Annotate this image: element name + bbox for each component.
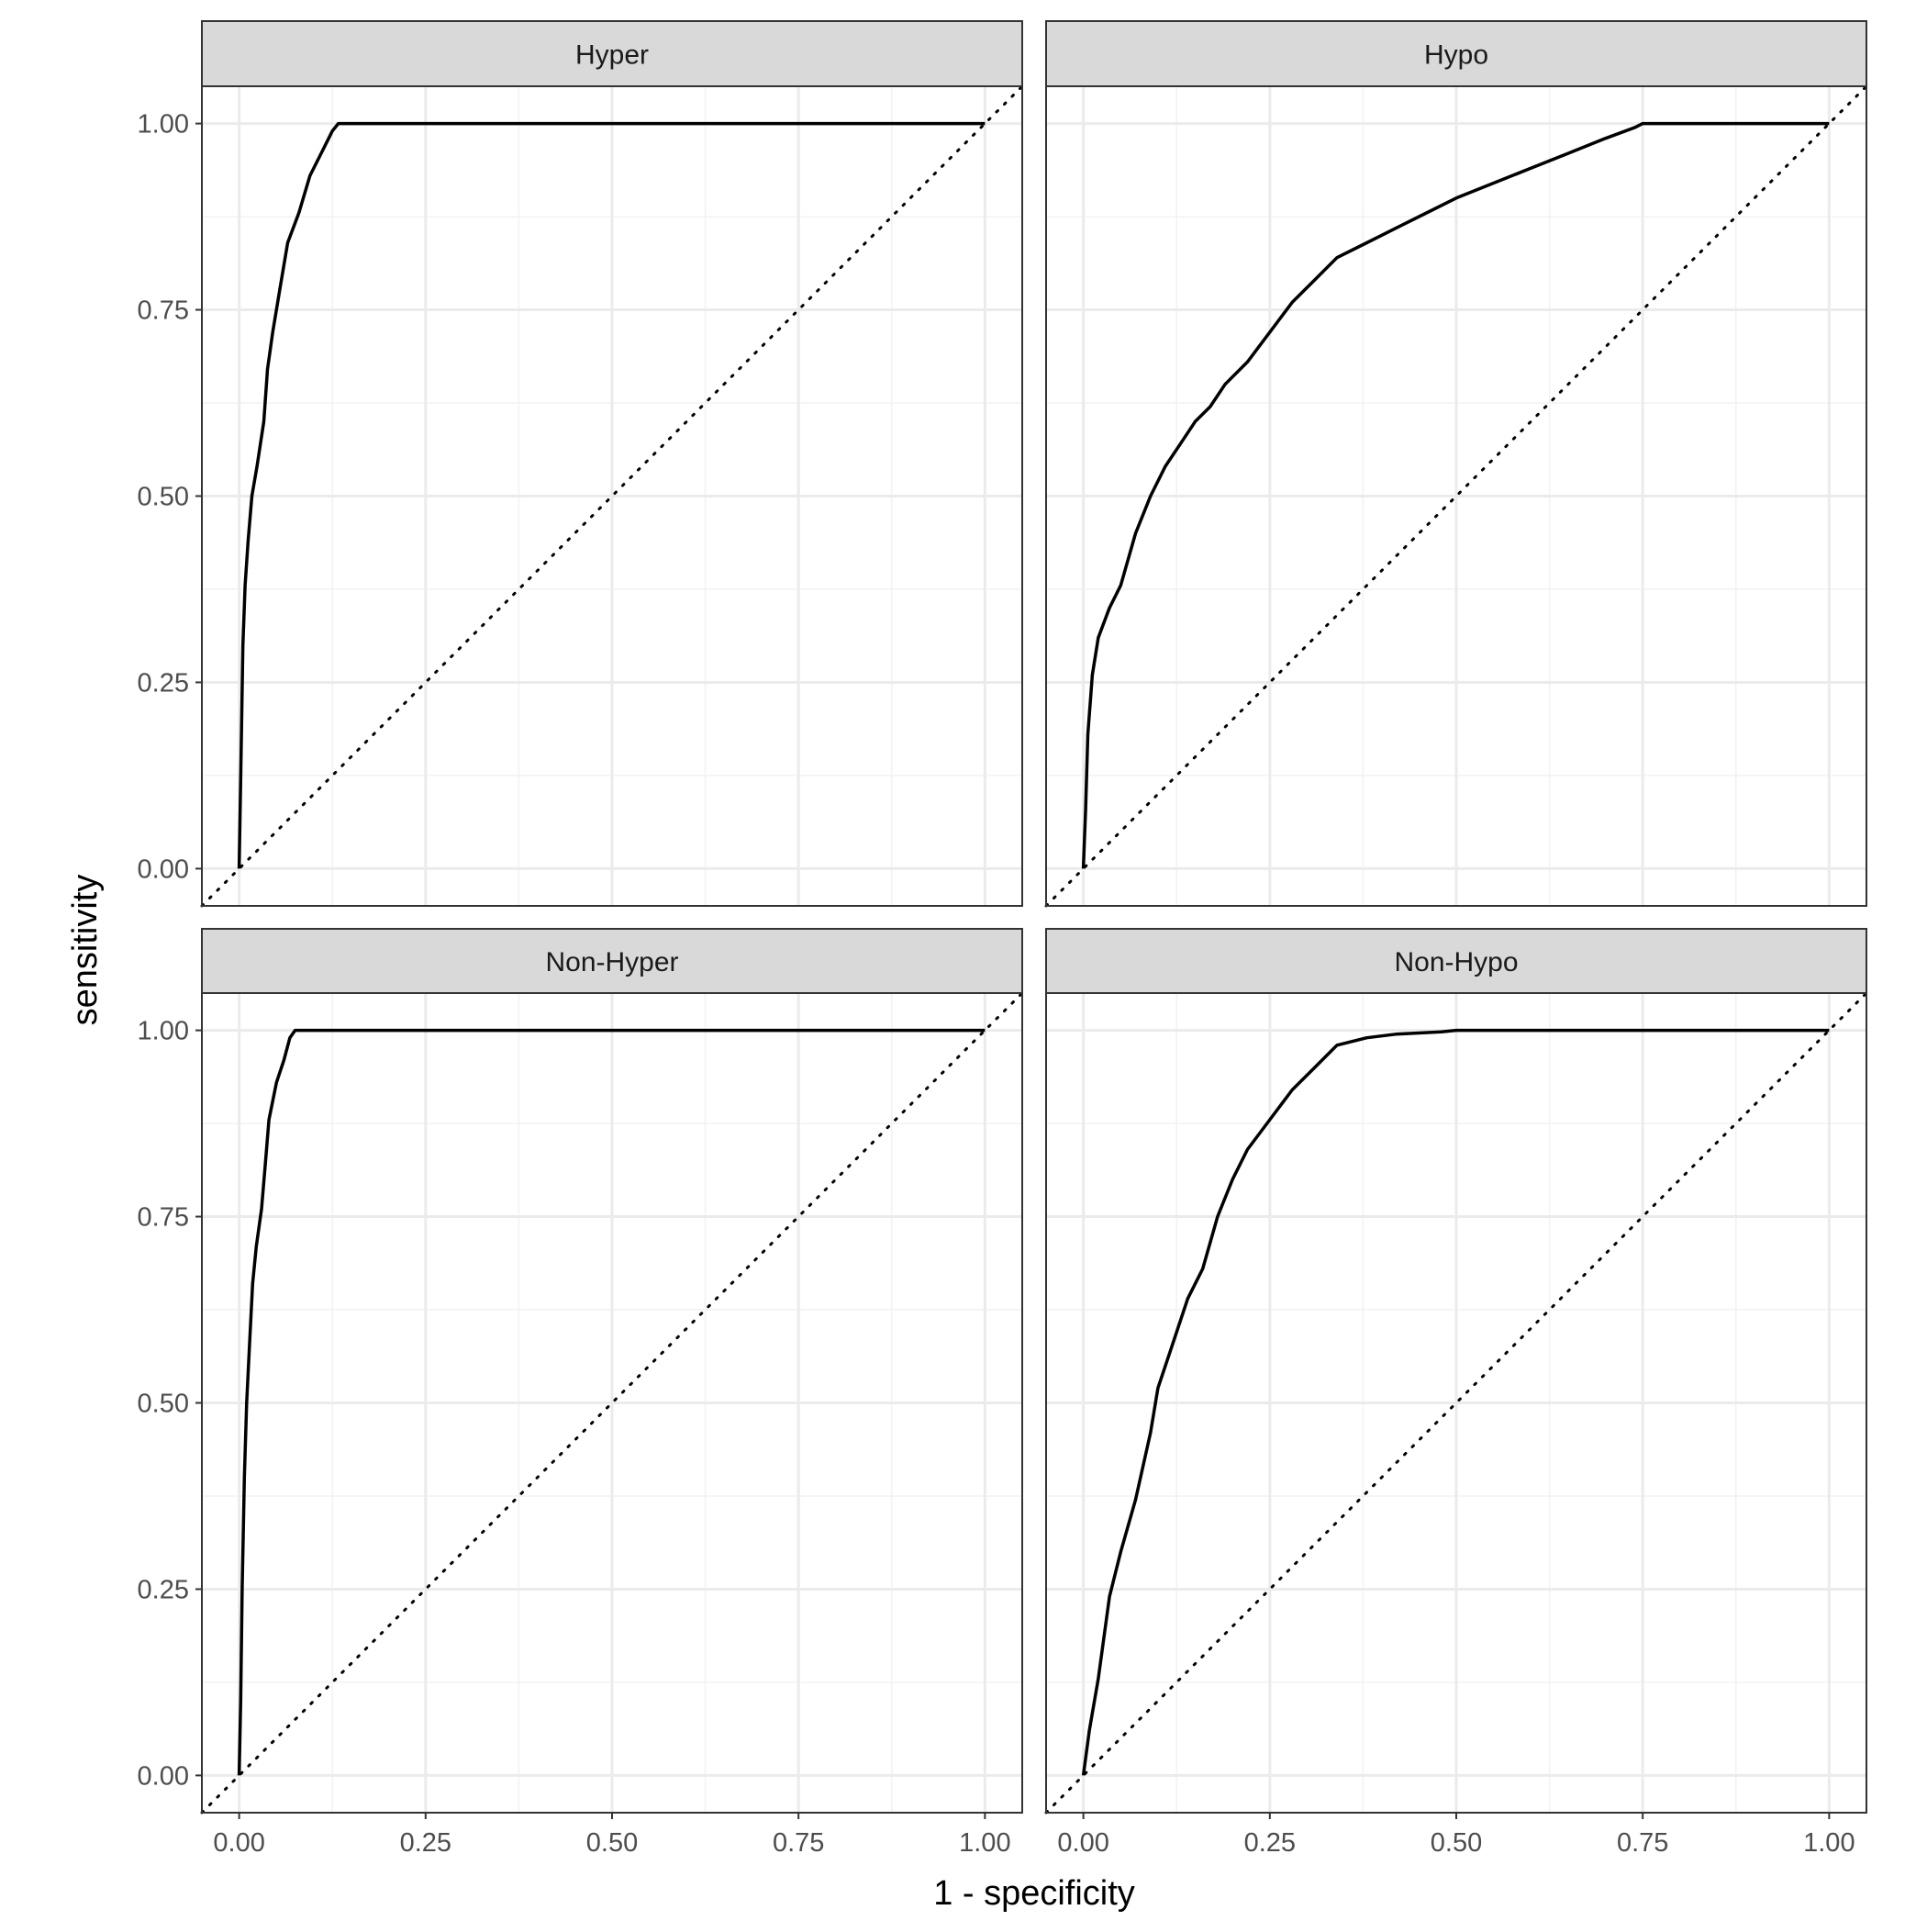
panel-3-x-tick-label: 0.25 bbox=[400, 1828, 451, 1858]
panel-1-y-tick-label: 0.00 bbox=[138, 854, 189, 884]
panel-4-roc-curve bbox=[1081, 1028, 1830, 1776]
panel-3-y-tick-label: 0.50 bbox=[138, 1390, 189, 1419]
panel-1-strip-label: Hyper bbox=[575, 40, 649, 71]
panel-4-x-tick-label: 0.75 bbox=[1617, 1828, 1668, 1858]
panel-2-strip bbox=[1045, 20, 1867, 87]
panel-1-roc-curve bbox=[237, 121, 986, 869]
panel-3-strip-label: Non-Hyper bbox=[545, 947, 678, 977]
y-axis-title: sensitivity bbox=[66, 875, 105, 1026]
panel-4-x-tick-label: 1.00 bbox=[1803, 1828, 1855, 1858]
panel-3-roc-curve bbox=[237, 1028, 986, 1776]
panel-1-y-tick-label: 0.50 bbox=[138, 483, 189, 512]
panel-2-strip-label: Hypo bbox=[1424, 40, 1488, 71]
panel-2-roc-curve bbox=[1081, 121, 1830, 869]
panel-3-x-tick-label: 0.75 bbox=[773, 1828, 824, 1858]
panel-3-y-tick-label: 0.75 bbox=[138, 1203, 189, 1233]
panel-4-x-tick-label: 0.50 bbox=[1431, 1828, 1482, 1858]
x-axis-title: 1 - specificity bbox=[933, 1874, 1135, 1913]
panel-3-y-tick-label: 0.25 bbox=[138, 1575, 189, 1604]
panel-1-strip bbox=[201, 20, 1023, 87]
panel-3-x-tick-label: 1.00 bbox=[959, 1828, 1010, 1858]
panel-3-x-tick-label: 0.00 bbox=[213, 1828, 264, 1858]
panel-4-x-tick-label: 0.25 bbox=[1244, 1828, 1296, 1858]
panel-1-y-tick-label: 0.25 bbox=[138, 668, 189, 698]
panel-4-strip-label: Non-Hypo bbox=[1394, 947, 1518, 977]
panel-3-strip bbox=[201, 928, 1023, 994]
panel-4-x-tick-label: 0.00 bbox=[1057, 1828, 1108, 1858]
panel-3-y-tick-label: 1.00 bbox=[138, 1017, 189, 1046]
panel-4-strip bbox=[1045, 928, 1867, 994]
panel-3-x-tick-label: 0.50 bbox=[586, 1828, 638, 1858]
panel-3-y-tick-label: 0.00 bbox=[138, 1761, 189, 1791]
panel-1-y-tick-label: 0.75 bbox=[138, 296, 189, 326]
panel-1-y-tick-label: 1.00 bbox=[138, 110, 189, 140]
